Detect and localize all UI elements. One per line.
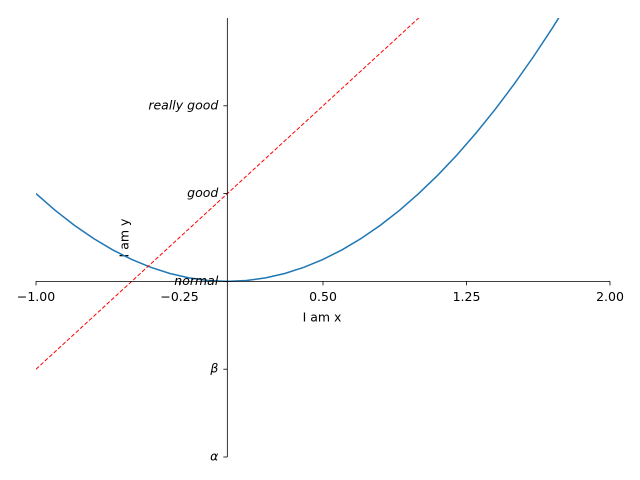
x-axis-label: I am x: [303, 310, 342, 325]
x-tick-label: 2.00: [596, 289, 624, 304]
y-tick-label: α: [210, 449, 219, 464]
x-tick-label: −0.25: [160, 289, 198, 304]
x-tick-label: −1.00: [17, 289, 55, 304]
y-tick-label: β: [209, 361, 218, 376]
y-tick-label: normal: [174, 273, 219, 288]
x-tick-label: 1.25: [453, 289, 481, 304]
y-tick-label: really good: [148, 97, 218, 112]
y-tick-label: good: [187, 185, 218, 200]
x-tick-label: 0.50: [309, 289, 337, 304]
y-axis-label: I am y: [117, 218, 132, 257]
series-line: [36, 18, 560, 283]
